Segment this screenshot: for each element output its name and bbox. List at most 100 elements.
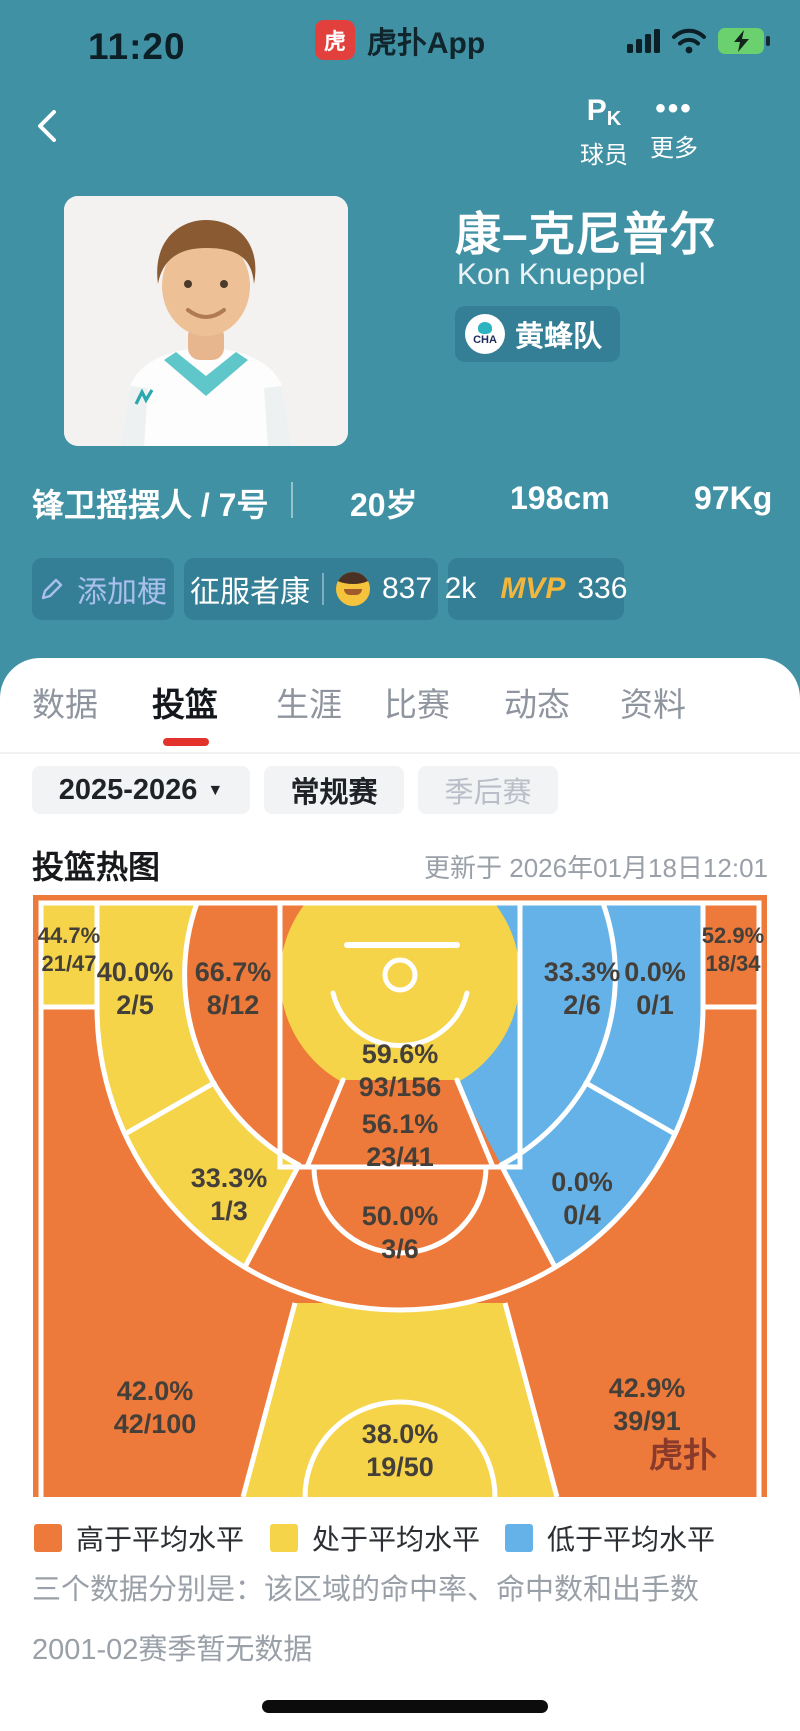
position-number: 锋卫摇摆人 / 7号 <box>32 487 269 523</box>
season-dropdown[interactable]: 2025-2026 ▼ <box>32 766 250 814</box>
tab-生涯[interactable]: 生涯 <box>276 686 342 723</box>
team-badge[interactable]: CHA 黄蜂队 <box>455 306 621 362</box>
svg-text:23/41: 23/41 <box>366 1142 434 1172</box>
zone-right_corner_3 <box>703 903 759 1007</box>
player-name-en: Kon Knueppel <box>457 258 646 291</box>
svg-text:39/91: 39/91 <box>613 1406 681 1436</box>
svg-text:56.1%: 56.1% <box>362 1109 439 1139</box>
svg-text:1/3: 1/3 <box>210 1196 248 1226</box>
svg-text:2/6: 2/6 <box>563 990 601 1020</box>
svg-text:93/156: 93/156 <box>359 1072 442 1102</box>
legend-below: 低于平均水平 <box>505 1518 715 1558</box>
svg-text:59.6%: 59.6% <box>362 1039 439 1069</box>
player-age: 20岁 <box>350 487 418 523</box>
tab-投篮[interactable]: 投篮 <box>152 686 218 723</box>
svg-text:18/34: 18/34 <box>705 951 761 976</box>
divider <box>321 573 324 605</box>
meme-name: 征服者康 <box>189 576 310 609</box>
watermark: 虎扑 <box>649 1437 717 1475</box>
chevron-left-icon <box>38 110 56 142</box>
svg-text:0.0%: 0.0% <box>624 957 686 987</box>
status-icons <box>627 28 770 54</box>
footnote-data-explain: 三个数据分别是：该区域的命中率、命中数和出手数 <box>32 1574 700 1606</box>
zone-labels: 44.7% 21/47 40.0%2/5 66.7%8/12 59.6%93/156 56… <box>38 923 764 1482</box>
home-indicator[interactable] <box>262 1700 548 1713</box>
svg-text:42.0%: 42.0% <box>117 1376 194 1406</box>
legend-average: 处于平均水平 <box>270 1518 480 1558</box>
more-button[interactable]: ••• 更多 <box>646 92 702 163</box>
updated-timestamp: 更新于 2026年01月18日12:01 <box>424 853 768 883</box>
legend-above: 高于平均水平 <box>34 1518 244 1558</box>
svg-text:42.9%: 42.9% <box>609 1373 686 1403</box>
status-time: 11:20 <box>88 26 186 67</box>
svg-text:3/6: 3/6 <box>381 1234 419 1264</box>
player-info-row: 锋卫摇摆人 / 7号 20岁 198cm 97Kg <box>0 480 800 524</box>
svg-text:8/12: 8/12 <box>207 990 260 1020</box>
back-button[interactable] <box>26 102 74 150</box>
svg-text:44.7%: 44.7% <box>38 923 100 948</box>
player-name-cn: 康–克尼普尔 <box>455 208 717 260</box>
tab-资料[interactable]: 资料 <box>620 686 686 723</box>
divider <box>291 482 293 518</box>
chart-legend: 高于平均水平 处于平均水平 低于平均水平 <box>0 1518 800 1555</box>
meme-emoji-icon <box>335 572 370 606</box>
battery-icon <box>718 28 770 54</box>
meme-tag[interactable]: 征服者康 837 <box>184 558 438 620</box>
legend-swatch-below <box>505 1524 533 1552</box>
svg-text:19/50: 19/50 <box>366 1452 434 1482</box>
zone-paint <box>307 1080 493 1167</box>
svg-text:38.0%: 38.0% <box>362 1419 439 1449</box>
ellipsis-icon: ••• <box>655 92 693 125</box>
player-height: 198cm <box>510 480 610 516</box>
svg-text:52.9%: 52.9% <box>702 923 764 948</box>
svg-text:33.3%: 33.3% <box>544 957 621 987</box>
svg-text:66.7%: 66.7% <box>195 957 272 987</box>
zone-restricted_area <box>280 903 520 1097</box>
svg-text:42/100: 42/100 <box>114 1409 197 1439</box>
chevron-down-icon: ▼ <box>207 782 224 799</box>
add-meme-button[interactable]: 添加梗 <box>32 558 174 620</box>
mvp-count: 336 <box>577 572 628 605</box>
regular-season-filter[interactable]: 常规赛 <box>264 766 404 814</box>
pk-player-button[interactable]: PK 球员 <box>576 96 632 170</box>
hupu-logo-icon: 虎 <box>314 20 355 60</box>
legend-swatch-above <box>34 1524 62 1552</box>
svg-text:0.0%: 0.0% <box>551 1167 613 1197</box>
tab-动态[interactable]: 动态 <box>504 686 570 723</box>
player-photo[interactable] <box>64 196 348 446</box>
zone-left_corner_3 <box>41 903 97 1007</box>
hero-teal-background: 11:20 虎 虎扑App PK 球员 <box>0 0 800 720</box>
mvp-tag[interactable]: 2k MVP 336 <box>444 558 628 620</box>
wifi-icon <box>672 28 706 54</box>
svg-text:33.3%: 33.3% <box>191 1163 268 1193</box>
more-label: 更多 <box>650 135 698 162</box>
charging-bolt-icon <box>734 30 749 52</box>
tab-比赛[interactable]: 比赛 <box>384 686 450 723</box>
svg-text:0/4: 0/4 <box>563 1200 601 1230</box>
section-title: 投篮热图 <box>32 849 161 885</box>
active-tab-indicator <box>163 738 209 746</box>
meme-count: 837 <box>381 572 433 605</box>
svg-text:50.0%: 50.0% <box>362 1201 439 1231</box>
app-name: 虎扑App <box>366 27 486 60</box>
mvp-badge: MVP <box>500 572 566 605</box>
pk-label: 球员 <box>580 142 628 169</box>
tab-数据[interactable]: 数据 <box>32 686 98 723</box>
player-weight: 97Kg <box>694 480 773 516</box>
add-meme-label: 添加梗 <box>77 576 167 609</box>
pen-icon <box>41 578 63 600</box>
footnote-no-data: 2001-02赛季暂无数据 <box>32 1634 313 1666</box>
svg-text:40.0%: 40.0% <box>97 957 174 987</box>
legend-swatch-average <box>270 1524 298 1552</box>
svg-text:21/47: 21/47 <box>41 951 96 976</box>
team-logo-icon: CHA <box>465 314 505 354</box>
shot-heatmap-chart: 虎扑 44.7% 21/47 40.0%2/5 66.7%8/12 59.6%93/15… <box>33 895 767 1497</box>
signal-icon <box>627 29 660 53</box>
svg-text:0/1: 0/1 <box>636 990 674 1020</box>
tag-2k: 2k <box>444 572 477 605</box>
team-name: 黄蜂队 <box>515 321 603 353</box>
app-banner[interactable]: 虎 虎扑App <box>0 18 800 62</box>
tab-separator <box>0 752 800 754</box>
playoffs-filter[interactable]: 季后赛 <box>418 766 558 814</box>
